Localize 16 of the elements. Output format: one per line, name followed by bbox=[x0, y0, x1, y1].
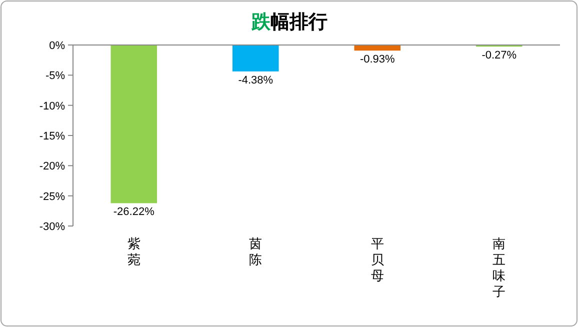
data-label: -0.27% bbox=[482, 50, 517, 62]
x-tick-label: 紫菀 bbox=[127, 236, 140, 267]
y-tick-label: -15% bbox=[39, 130, 66, 142]
y-tick-label: 0% bbox=[49, 40, 66, 52]
y-tick-label: -20% bbox=[39, 160, 66, 173]
y-tick-label: -5% bbox=[45, 70, 66, 82]
x-tick-label: 平贝母 bbox=[370, 236, 384, 283]
data-label: -0.93% bbox=[360, 54, 396, 66]
chart-title: 跌幅排行 bbox=[250, 12, 328, 33]
data-label: -4.38% bbox=[238, 74, 274, 86]
y-tick-label: -25% bbox=[39, 190, 66, 203]
y-tick-label: -30% bbox=[39, 221, 66, 233]
y-tick-label: -10% bbox=[39, 100, 66, 112]
x-tick-label: 茵陈 bbox=[249, 236, 262, 267]
x-tick-label: 南五味子 bbox=[492, 236, 506, 299]
data-label: -26.22% bbox=[113, 206, 155, 218]
